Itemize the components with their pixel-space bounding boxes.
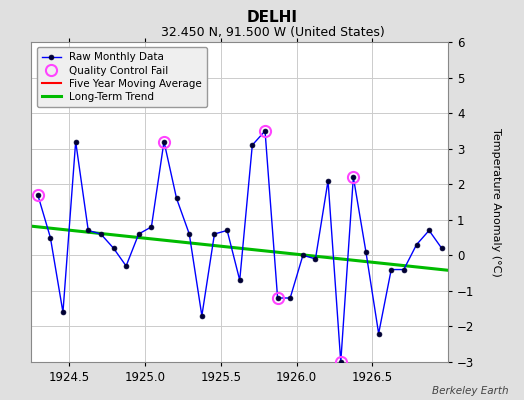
Text: 32.450 N, 91.500 W (United States): 32.450 N, 91.500 W (United States) [160, 26, 385, 39]
Raw Monthly Data [60, 310, 66, 315]
Text: Berkeley Earth: Berkeley Earth [432, 386, 508, 396]
Raw Monthly Data [350, 175, 356, 180]
Raw Monthly Data [376, 331, 382, 336]
Text: DELHI: DELHI [247, 10, 298, 25]
Raw Monthly Data [312, 256, 319, 261]
Raw Monthly Data [426, 228, 432, 233]
Raw Monthly Data [224, 228, 231, 233]
Raw Monthly Data [439, 246, 445, 251]
Raw Monthly Data [249, 143, 255, 148]
Raw Monthly Data [161, 139, 167, 144]
Quality Control Fail [275, 296, 281, 300]
Raw Monthly Data [287, 296, 293, 300]
Raw Monthly Data [85, 228, 91, 233]
Line: Raw Monthly Data: Raw Monthly Data [36, 128, 444, 364]
Raw Monthly Data [148, 224, 155, 229]
Y-axis label: Temperature Anomaly (°C): Temperature Anomaly (°C) [491, 128, 501, 276]
Raw Monthly Data [173, 196, 180, 201]
Line: Quality Control Fail: Quality Control Fail [32, 125, 359, 368]
Raw Monthly Data [199, 313, 205, 318]
Raw Monthly Data [211, 232, 217, 236]
Raw Monthly Data [363, 249, 369, 254]
Raw Monthly Data [186, 232, 192, 236]
Raw Monthly Data [337, 360, 344, 364]
Raw Monthly Data [236, 278, 243, 283]
Quality Control Fail [35, 192, 41, 197]
Legend: Raw Monthly Data, Quality Control Fail, Five Year Moving Average, Long-Term Tren: Raw Monthly Data, Quality Control Fail, … [37, 47, 207, 107]
Raw Monthly Data [300, 253, 306, 258]
Raw Monthly Data [275, 296, 281, 300]
Raw Monthly Data [325, 178, 331, 183]
Quality Control Fail [262, 128, 268, 133]
Raw Monthly Data [72, 139, 79, 144]
Raw Monthly Data [111, 246, 117, 251]
Raw Monthly Data [97, 232, 104, 236]
Raw Monthly Data [262, 128, 268, 133]
Raw Monthly Data [47, 235, 53, 240]
Raw Monthly Data [35, 192, 41, 197]
Quality Control Fail [161, 139, 167, 144]
Raw Monthly Data [123, 264, 129, 268]
Raw Monthly Data [413, 242, 420, 247]
Raw Monthly Data [136, 232, 142, 236]
Raw Monthly Data [401, 267, 407, 272]
Raw Monthly Data [388, 267, 395, 272]
Quality Control Fail [337, 360, 344, 364]
Quality Control Fail [350, 175, 356, 180]
